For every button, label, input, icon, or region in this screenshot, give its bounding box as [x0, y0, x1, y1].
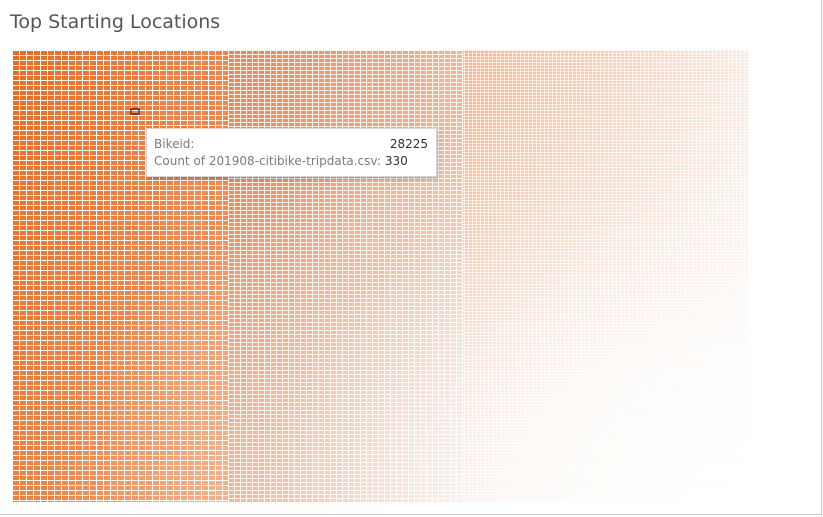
treemap-area — [13, 50, 748, 502]
highlighted-mark-28225[interactable] — [130, 108, 140, 115]
tooltip-count-value: 330 — [384, 154, 408, 168]
tooltip-bikeid-row: Bikeid: 28225 — [154, 137, 428, 153]
tooltip-bikeid-label: Bikeid: — [154, 137, 195, 151]
treemap-cells-block-medium — [228, 50, 463, 502]
mark-tooltip: Bikeid: 28225 Count of 201908-citibike-t… — [146, 128, 437, 177]
treemap-cells-block-small — [463, 50, 748, 502]
treemap-cells-block-large — [13, 50, 228, 502]
tooltip-bikeid-value: 28225 — [389, 137, 428, 151]
tooltip-count-row: Count of 201908-citibike-tripdata.csv: 33… — [154, 154, 428, 170]
chart-title: Top Starting Locations — [10, 11, 221, 33]
tooltip-count-label: Count of 201908-citibike-tripdata.csv: — [154, 154, 381, 168]
